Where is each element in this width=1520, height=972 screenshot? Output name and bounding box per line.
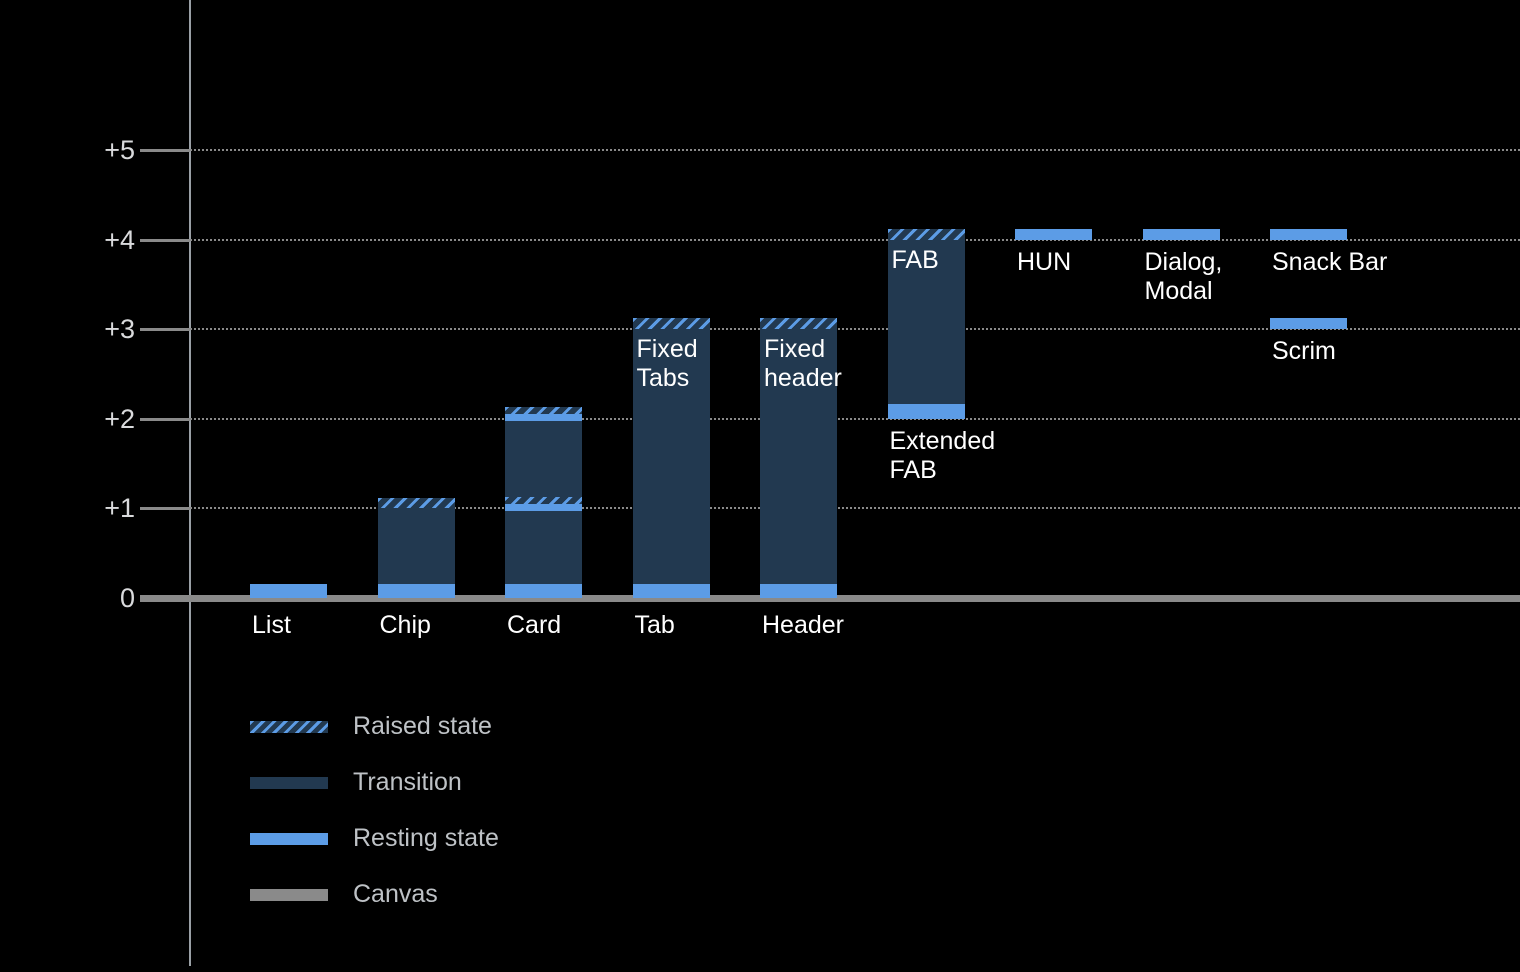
raised-band bbox=[632, 318, 710, 330]
resting-band bbox=[505, 583, 582, 598]
resting-band bbox=[1270, 228, 1347, 240]
y-axis-tick-label: +2 bbox=[104, 403, 135, 434]
resting-state-swatch-icon bbox=[250, 832, 328, 845]
transition-band bbox=[505, 511, 582, 584]
bar-axis-label: List bbox=[252, 611, 291, 639]
legend-label-transition: Transition bbox=[353, 768, 462, 796]
gridline bbox=[190, 507, 1520, 510]
legend-label-raised-state: Raised state bbox=[353, 712, 492, 740]
axis-tick bbox=[140, 238, 190, 242]
resting-band bbox=[1142, 228, 1220, 240]
legend-item-resting-state: Resting state bbox=[250, 822, 499, 855]
legend-item-raised-state: Raised state bbox=[250, 710, 499, 743]
y-axis-tick-label: +4 bbox=[104, 224, 135, 255]
resting-band bbox=[377, 583, 455, 598]
canvas-baseline bbox=[140, 595, 1520, 602]
transition-band bbox=[760, 329, 837, 584]
raised-band bbox=[760, 318, 837, 330]
resting-band bbox=[505, 503, 582, 512]
raised-band bbox=[505, 496, 582, 504]
legend-label-canvas: Canvas bbox=[353, 880, 438, 908]
chart-legend: Raised state Transition Resting state Ca… bbox=[250, 710, 499, 934]
axis-tick bbox=[140, 507, 190, 511]
bar-axis-label: Tab bbox=[634, 611, 675, 639]
gridline bbox=[190, 238, 1520, 241]
gridline bbox=[190, 328, 1520, 331]
transition-band bbox=[887, 239, 965, 405]
bar-axis-label: Card bbox=[507, 611, 562, 639]
raised-band bbox=[377, 497, 455, 509]
y-axis-tick-label: +1 bbox=[104, 493, 135, 524]
resting-band bbox=[1270, 318, 1347, 330]
bar-axis-label: Chip bbox=[379, 611, 431, 639]
y-axis-tick-label: 0 bbox=[119, 583, 135, 613]
raised-state-swatch-icon bbox=[250, 720, 328, 733]
raised-band bbox=[887, 228, 965, 240]
legend-label-resting-state: Resting state bbox=[353, 824, 499, 852]
bar-inner-label: FAB bbox=[891, 245, 939, 274]
y-axis-line bbox=[189, 0, 191, 966]
canvas-swatch-icon bbox=[250, 888, 328, 901]
bar-axis-label: Header bbox=[762, 611, 844, 639]
axis-tick bbox=[140, 328, 190, 332]
legend-item-canvas: Canvas bbox=[250, 878, 499, 911]
transition-band bbox=[505, 421, 582, 497]
resting-band bbox=[505, 414, 582, 422]
band-below-label: HUN bbox=[1017, 247, 1072, 276]
y-axis-tick-label: +3 bbox=[104, 314, 135, 345]
legend-item-transition: Transition bbox=[250, 766, 499, 799]
raised-band bbox=[505, 407, 582, 415]
band-below-label: Scrim bbox=[1272, 337, 1336, 366]
y-axis-tick-label: +5 bbox=[104, 135, 135, 165]
gridline bbox=[190, 149, 1520, 151]
transition-swatch-icon bbox=[250, 776, 328, 789]
resting-band bbox=[1015, 228, 1092, 240]
transition-band bbox=[377, 508, 455, 584]
axis-tick bbox=[140, 417, 190, 421]
band-below-label: Dialog, Modal bbox=[1144, 247, 1223, 305]
gridline bbox=[190, 417, 1520, 420]
transition-band bbox=[632, 329, 710, 584]
band-below-label: Snack Bar bbox=[1272, 247, 1388, 276]
resting-band bbox=[887, 404, 965, 419]
bar-inner-label: Fixed header bbox=[764, 335, 842, 393]
band-below-label: Extended FAB bbox=[889, 426, 996, 484]
bar-inner-label: Fixed Tabs bbox=[636, 335, 698, 393]
resting-band bbox=[760, 583, 837, 598]
axis-tick bbox=[140, 149, 190, 152]
resting-band bbox=[250, 583, 327, 598]
resting-band bbox=[632, 583, 710, 598]
